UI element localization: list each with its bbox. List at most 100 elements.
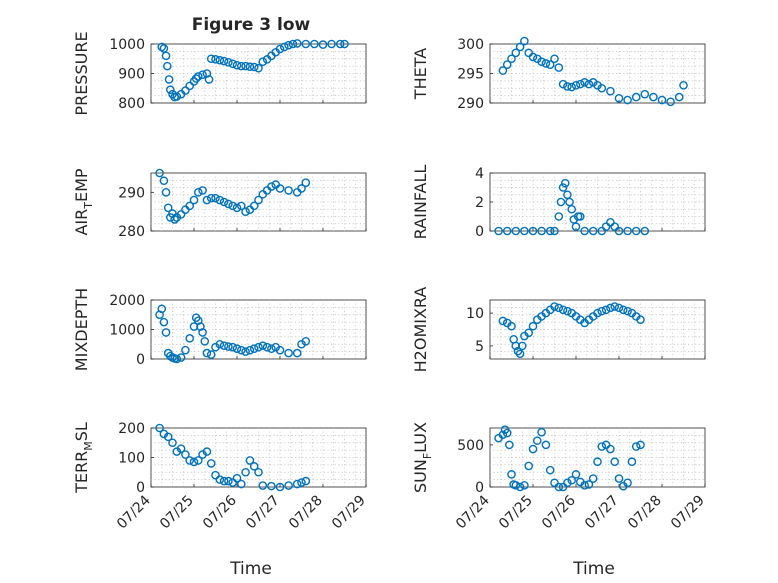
data-point <box>262 342 272 352</box>
data-point <box>202 348 212 358</box>
x-tick-label: 07/24 <box>114 492 154 532</box>
data-point <box>558 79 568 89</box>
y-axis-label-text-rest: EMP <box>72 168 91 202</box>
y-axis-label-text: PRESSURE <box>72 31 91 115</box>
data-point <box>640 226 650 236</box>
data-point <box>166 85 175 95</box>
data-point <box>211 193 220 203</box>
x-tick-label: 07/28 <box>625 493 665 533</box>
data-point <box>674 92 684 102</box>
data-point <box>545 226 555 236</box>
y-axis-label: THETA <box>411 48 430 100</box>
data-point <box>588 474 598 483</box>
data-point <box>528 52 538 62</box>
data-point <box>631 92 641 102</box>
data-point <box>614 303 624 313</box>
data-point <box>554 212 564 221</box>
data-point <box>254 63 263 73</box>
data-point <box>155 423 164 433</box>
data-point <box>254 467 263 477</box>
data-point <box>310 39 319 49</box>
data-point <box>502 60 512 69</box>
y-tick-label: 1000 <box>109 37 145 53</box>
data-point <box>249 62 259 72</box>
y-axis-label-subscript: T <box>82 202 95 210</box>
data-point <box>164 75 174 84</box>
data-point <box>206 193 216 203</box>
data-point <box>627 457 637 467</box>
data-point <box>258 341 268 351</box>
data-point <box>597 442 607 451</box>
data-point <box>228 478 237 487</box>
y-tick-label: 200 <box>118 421 145 437</box>
data-point <box>185 334 194 343</box>
data-point <box>172 92 182 101</box>
data-point <box>515 349 525 359</box>
data-point <box>236 61 246 71</box>
data-point <box>567 475 577 485</box>
data-point <box>232 60 242 70</box>
data-point <box>301 178 311 187</box>
y-tick-label: 0 <box>475 224 484 240</box>
data-point <box>232 203 242 213</box>
data-point <box>193 72 203 81</box>
data-point <box>206 350 216 359</box>
data-point <box>498 316 508 326</box>
data-point <box>215 55 225 65</box>
data-point <box>520 36 529 46</box>
y-tick-label: 800 <box>118 96 145 112</box>
data-point <box>498 430 508 440</box>
data-point <box>163 432 173 442</box>
data-point <box>219 476 229 486</box>
data-point <box>284 348 293 358</box>
data-point <box>161 328 171 337</box>
data-point <box>563 306 572 316</box>
y-axis-label: TERRMSL <box>72 422 95 494</box>
y-tick-label: 0 <box>136 480 145 496</box>
x-tick-label: 07/26 <box>200 492 240 532</box>
data-point <box>301 336 311 346</box>
data-point <box>249 462 259 471</box>
data-point <box>511 341 521 351</box>
data-point <box>528 444 538 454</box>
data-point <box>340 39 349 49</box>
y-tick-label: 300 <box>457 37 484 53</box>
data-point <box>202 195 212 205</box>
data-point <box>640 89 650 99</box>
data-point <box>537 427 546 437</box>
data-point <box>597 83 607 93</box>
x-tick-label: 07/25 <box>157 493 197 533</box>
data-point <box>228 59 237 69</box>
data-point <box>528 321 538 331</box>
x-axis-label-left: Time <box>229 559 272 579</box>
data-point <box>494 226 503 236</box>
data-point <box>301 476 311 486</box>
y-tick-label: 100 <box>118 451 145 467</box>
data-point <box>507 321 516 331</box>
figure-title: Figure 3 low <box>192 15 311 35</box>
data-point <box>614 93 624 103</box>
data-point <box>517 341 527 351</box>
x-tick-label: 07/25 <box>496 493 536 533</box>
data-point <box>193 456 203 465</box>
y-axis-label: PRESSURE <box>72 31 91 115</box>
data-point <box>284 481 293 490</box>
subplot-5: 0 1000 2000 MIXDEPTH <box>72 288 367 371</box>
data-point <box>556 197 566 207</box>
data-point <box>505 440 514 450</box>
data-point <box>170 215 179 224</box>
data-point <box>335 39 345 49</box>
subplot-3: 280 290 AIRTEMP <box>72 168 367 240</box>
data-point <box>267 481 276 491</box>
data-point <box>155 168 164 178</box>
data-point <box>224 57 233 67</box>
data-point <box>275 44 285 54</box>
data-point <box>631 226 641 236</box>
data-point <box>236 479 246 489</box>
data-point <box>649 92 658 102</box>
data-point <box>232 344 242 353</box>
x-tick-label: 07/26 <box>539 492 579 532</box>
y-axis-label-text: MIXDEPTH <box>72 288 91 371</box>
data-point <box>563 478 572 488</box>
data-point <box>580 226 589 236</box>
